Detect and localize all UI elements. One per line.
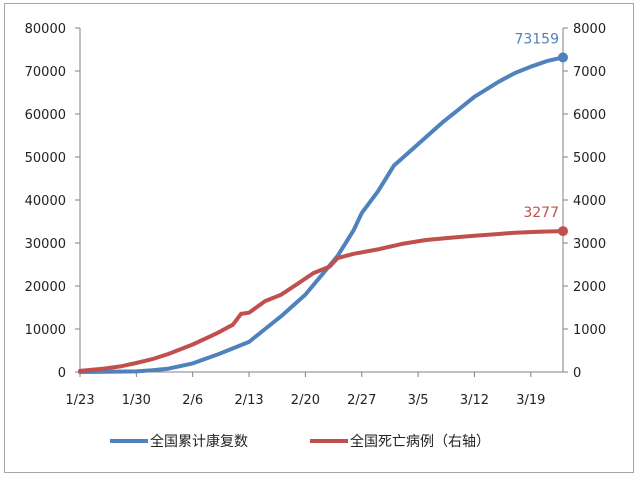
right-tick-label: 8000 [573,22,606,37]
x-tick-label: 2/13 [234,393,263,408]
x-tick-label: 1/30 [122,393,151,408]
legend-label-1: 全国死亡病例（右轴） [350,433,490,450]
right-tick-label: 3000 [573,237,606,252]
x-tick-label: 2/20 [291,393,320,408]
series-line-0 [78,55,565,374]
left-tick-label: 20000 [25,280,66,295]
left-tick-label: 0 [58,366,66,381]
axes [79,28,564,373]
chart-frame [4,3,634,473]
left-tick-label: 60000 [25,108,66,123]
left-tick-label: 30000 [25,237,66,252]
series-line-1 [78,229,565,373]
series-layer: 73159 3277 [78,31,568,374]
left-axis-ticks: 0 10000 20000 30000 40000 50000 60000 70000 8000… [25,22,80,381]
x-tick-label: 3/19 [516,393,545,408]
left-tick-label: 10000 [25,323,66,338]
left-tick-label: 50000 [25,151,66,166]
series-end-label-1: 3277 [523,205,559,221]
left-tick-label: 70000 [25,65,66,80]
right-tick-label: 0 [573,366,581,381]
x-tick-label: 2/27 [347,393,376,408]
right-tick-label: 7000 [573,65,606,80]
right-tick-label: 5000 [573,151,606,166]
right-tick-label: 2000 [573,280,606,295]
x-tick-label: 3/12 [460,393,489,408]
right-tick-label: 6000 [573,108,606,123]
x-tick-label: 3/5 [408,393,429,408]
right-tick-label: 4000 [573,194,606,209]
series-end-marker-1 [558,226,568,237]
legend: 全国累计康复数 全国死亡病例（右轴） [110,433,490,450]
legend-label-0: 全国累计康复数 [150,433,248,450]
series-end-label-0: 73159 [514,31,559,47]
right-tick-label: 1000 [573,323,606,338]
x-tick-label: 1/23 [65,393,94,408]
left-tick-label: 40000 [25,194,66,209]
left-tick-label: 80000 [25,22,66,37]
x-tick-label: 2/6 [182,393,203,408]
series-end-marker-0 [558,52,568,63]
x-axis-ticks: 1/23 1/30 2/6 2/13 2/20 2/27 3/5 3/12 3/19 [65,372,545,408]
right-axis-ticks: 0 1000 2000 3000 4000 5000 6000 7000 8000 [563,22,606,381]
